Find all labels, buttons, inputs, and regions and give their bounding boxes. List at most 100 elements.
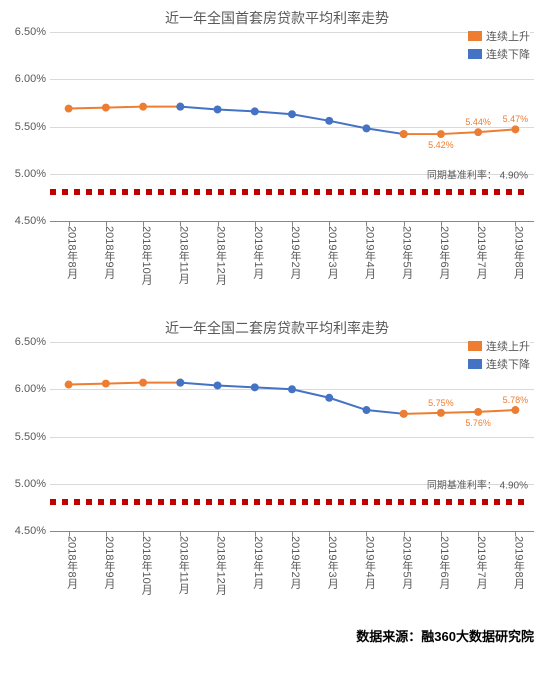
x-tick-label: 2019年8月 [510, 536, 526, 589]
data-point-label: 5.44% [465, 117, 491, 127]
x-tick-label: 2018年10月 [138, 536, 154, 595]
x-tick-label: 2019年5月 [399, 536, 415, 589]
data-point-label: 5.75% [428, 398, 454, 408]
y-tick-label: 6.00% [15, 73, 46, 85]
y-tick-label: 6.50% [15, 336, 46, 348]
chart1-y-axis: 4.50%5.00%5.50%6.00%6.50% [2, 32, 48, 221]
series-marker [288, 385, 296, 393]
series-marker [176, 379, 184, 387]
x-tick-label: 2018年9月 [101, 226, 117, 279]
baseline-prefix: 同期基准利率： [427, 481, 497, 492]
series-marker [214, 381, 222, 389]
series-marker [511, 125, 519, 133]
baseline-value: 4.90% [500, 171, 528, 182]
legend-item: 连续上升 [468, 338, 530, 354]
x-tick-label: 2018年12月 [213, 536, 229, 595]
x-tick-label: 2019年4月 [361, 536, 377, 589]
series-marker [102, 380, 110, 388]
y-tick-label: 6.00% [15, 383, 46, 395]
series-marker [362, 406, 370, 414]
y-tick-label: 4.50% [15, 215, 46, 227]
chart1-legend: 连续上升连续下降 [468, 28, 530, 64]
series-marker [400, 410, 408, 418]
chart-panel-1: 近一年全国首套房贷款平均利率走势 连续上升连续下降 4.50%5.00%5.50… [0, 0, 554, 310]
legend-swatch [468, 31, 482, 41]
legend-label: 连续上升 [486, 28, 530, 44]
baseline-prefix: 同期基准利率： [427, 171, 497, 182]
series-line [69, 383, 181, 385]
baseline-label: 同期基准利率： 4.90% [427, 167, 528, 182]
chart1-x-axis: 2018年8月 2018年9月 2018年10月 2018年11月 2018年12月 20… [50, 222, 534, 310]
series-marker [325, 394, 333, 402]
x-tick-label: 2019年5月 [399, 226, 415, 279]
baseline-value: 4.90% [500, 481, 528, 492]
baseline-label: 同期基准利率： 4.90% [427, 477, 528, 492]
data-point-label: 5.78% [503, 395, 529, 405]
y-tick-label: 6.50% [15, 26, 46, 38]
series-line [404, 129, 516, 134]
source-label: 数据来源：融360大数据研究院 [0, 620, 554, 655]
y-tick-label: 5.00% [15, 478, 46, 490]
x-tick-label: 2019年7月 [473, 226, 489, 279]
chart-panel-2: 近一年全国二套房贷款平均利率走势 连续上升连续下降 4.50%5.00%5.50… [0, 310, 554, 620]
x-tick-label: 2019年2月 [287, 536, 303, 589]
series-marker [474, 128, 482, 136]
series-marker [325, 117, 333, 125]
series-marker [139, 103, 147, 111]
legend-item: 连续下降 [468, 46, 530, 62]
y-tick-label: 5.50% [15, 431, 46, 443]
series-marker [65, 381, 73, 389]
legend-swatch [468, 49, 482, 59]
series-marker [511, 406, 519, 414]
legend-label: 连续下降 [486, 356, 530, 372]
series-marker [362, 124, 370, 132]
x-tick-label: 2018年11月 [175, 536, 191, 594]
x-tick-label: 2019年3月 [324, 536, 340, 589]
series-marker [139, 379, 147, 387]
chart2-y-axis: 4.50%5.00%5.50%6.00%6.50% [2, 342, 48, 531]
x-tick-label: 2019年3月 [324, 226, 340, 279]
x-tick-label: 2019年4月 [361, 226, 377, 279]
legend-swatch [468, 359, 482, 369]
series-marker [251, 107, 259, 115]
series-marker [474, 408, 482, 416]
legend-label: 连续下降 [486, 46, 530, 62]
series-marker [400, 130, 408, 138]
x-tick-label: 2019年2月 [287, 226, 303, 279]
data-point-label: 5.42% [428, 140, 454, 150]
series-marker [437, 409, 445, 417]
y-tick-label: 5.00% [15, 168, 46, 180]
legend-item: 连续下降 [468, 356, 530, 372]
legend-label: 连续上升 [486, 338, 530, 354]
chart2-x-axis: 2018年8月 2018年9月 2018年10月 2018年11月 2018年12月 20… [50, 532, 534, 620]
x-tick-label: 2019年8月 [510, 226, 526, 279]
series-marker [288, 110, 296, 118]
chart2-plot: 4.50%5.00%5.50%6.00%6.50% 同期基准利率： 4.90%5… [50, 342, 534, 532]
x-tick-label: 2019年6月 [436, 536, 452, 589]
x-tick-label: 2018年11月 [175, 226, 191, 284]
y-tick-label: 4.50% [15, 525, 46, 537]
x-tick-label: 2019年7月 [473, 536, 489, 589]
y-tick-label: 5.50% [15, 121, 46, 133]
x-tick-label: 2018年10月 [138, 226, 154, 285]
legend-swatch [468, 341, 482, 351]
series-line [69, 107, 181, 109]
x-tick-label: 2019年1月 [250, 536, 266, 589]
x-tick-label: 2018年9月 [101, 536, 117, 589]
data-point-label: 5.76% [465, 418, 491, 428]
series-marker [102, 104, 110, 112]
series-marker [65, 105, 73, 113]
series-marker [437, 130, 445, 138]
series-marker [251, 383, 259, 391]
chart2-legend: 连续上升连续下降 [468, 338, 530, 374]
x-tick-label: 2019年6月 [436, 226, 452, 279]
chart1-plot: 4.50%5.00%5.50%6.00%6.50% 同期基准利率： 4.90%5… [50, 32, 534, 222]
x-tick-label: 2018年12月 [213, 226, 229, 285]
x-tick-label: 2018年8月 [64, 226, 80, 279]
series-line [404, 410, 516, 414]
legend-item: 连续上升 [468, 28, 530, 44]
x-tick-label: 2018年8月 [64, 536, 80, 589]
x-tick-label: 2019年1月 [250, 226, 266, 279]
series-marker [214, 106, 222, 114]
data-point-label: 5.47% [503, 114, 529, 124]
